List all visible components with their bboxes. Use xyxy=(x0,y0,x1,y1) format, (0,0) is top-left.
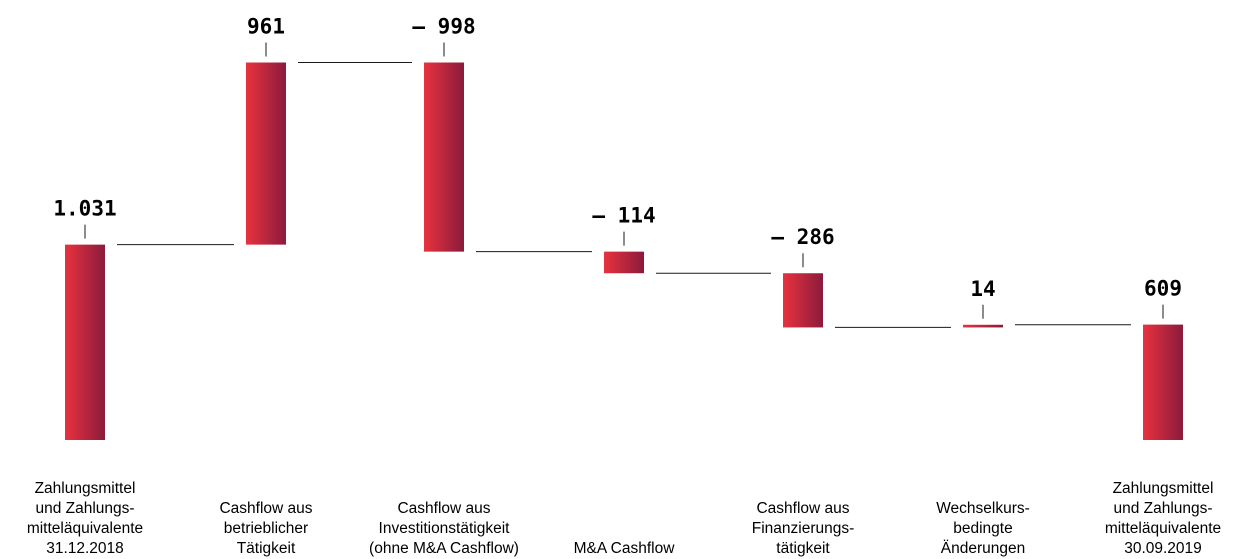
category-label-line: mitteläquivalente xyxy=(27,520,143,537)
bar-4 xyxy=(783,273,823,328)
category-label-line: betrieblicher xyxy=(224,520,308,537)
category-label-1: Cashflow aus betrieblicher Tätigkeit xyxy=(219,500,312,557)
category-label-line: 30.09.2019 xyxy=(1124,540,1202,557)
category-label-line: Tätigkeit xyxy=(237,540,296,557)
category-label-line: (ohne M&A Cashflow) xyxy=(369,540,519,557)
bar-2 xyxy=(424,62,464,252)
bar-0 xyxy=(65,244,105,440)
value-label-0: 1.031 xyxy=(53,197,116,221)
category-label-3: M&A Cashflow xyxy=(574,540,676,557)
value-label-4: – 286 xyxy=(771,225,834,249)
bar-3 xyxy=(604,251,644,274)
category-label-line: M&A Cashflow xyxy=(574,540,676,557)
category-label-line: Cashflow aus xyxy=(397,500,490,517)
category-labels: Zahlungsmittel und Zahlungs-mitteläquival… xyxy=(27,480,1221,557)
category-label-line: Zahlungsmittel xyxy=(35,480,136,497)
value-label-3: – 114 xyxy=(592,204,655,228)
category-label-line: Wechselkurs- xyxy=(936,500,1030,517)
category-label-line: tätigkeit xyxy=(776,540,830,557)
category-label-line: Cashflow aus xyxy=(756,500,849,517)
bar-6 xyxy=(1143,324,1183,440)
category-label-line: Investitionstätigkeit xyxy=(379,520,511,537)
value-label-2: – 998 xyxy=(412,15,475,39)
category-label-line: und Zahlungs- xyxy=(1113,500,1212,517)
category-label-line: und Zahlungs- xyxy=(35,500,134,517)
category-label-line: bedingte xyxy=(953,520,1012,537)
category-label-line: mitteläquivalente xyxy=(1105,520,1221,537)
value-label-1: 961 xyxy=(247,15,285,39)
value-labels: 1.031 961 – 998 – 114 – 286 14 609 xyxy=(53,15,1182,319)
connector-lines xyxy=(117,62,1131,328)
category-label-line: Cashflow aus xyxy=(219,500,312,517)
category-label-5: Wechselkurs-bedingte Änderungen xyxy=(936,500,1030,557)
category-label-2: Cashflow aus Investitionstätigkeit (ohne M… xyxy=(369,500,519,557)
category-label-0: Zahlungsmittel und Zahlungs-mitteläquival… xyxy=(27,480,143,557)
value-label-6: 609 xyxy=(1144,277,1182,301)
category-label-line: Finanzierungs- xyxy=(752,520,855,537)
value-label-5: 14 xyxy=(970,277,995,301)
category-label-line: Zahlungsmittel xyxy=(1113,480,1214,497)
category-label-6: Zahlungsmittel und Zahlungs-mitteläquival… xyxy=(1105,480,1221,557)
category-label-line: Änderungen xyxy=(941,540,1025,557)
bar-1 xyxy=(246,62,286,245)
bars xyxy=(65,62,1183,440)
category-label-4: Cashflow aus Finanzierungs-tätigkeit xyxy=(752,500,855,557)
bar-5 xyxy=(963,324,1003,328)
category-label-line: 31.12.2018 xyxy=(46,540,124,557)
